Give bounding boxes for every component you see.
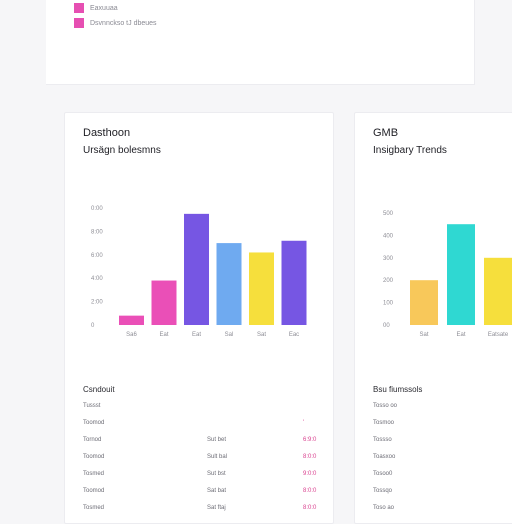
row-value-cell: Sut bet: [207, 437, 227, 443]
x-category-label: Eatsate: [488, 332, 509, 338]
right-bar-chart: 00 100 200 300 400 500 Sat Eat Eatsate: [383, 211, 512, 338]
table-row[interactable]: Tornod Sut bet 6:9:0: [83, 437, 317, 447]
row-name-cell: Tornod: [83, 437, 102, 443]
bar[interactable]: [410, 280, 438, 325]
card-subtitle: Insigbary Trends: [373, 145, 447, 156]
row-name-cell: Toomod: [83, 420, 105, 426]
table-row[interactable]: Toomod Sult bal 8:0:0: [83, 454, 317, 464]
table-row[interactable]: Toomod Sat bat 8:0:0: [83, 488, 317, 498]
bar[interactable]: [151, 280, 177, 325]
top-summary-card: Eaxuuaa Dsvnnckso tJ dbeues: [46, 0, 475, 85]
left-chart-card: Dasthoon Ursägn bolesmns 0 2:00 4:00 6:00 8:…: [64, 112, 334, 524]
card-subtitle: Ursägn bolesmns: [83, 145, 161, 156]
legend-label: Eaxuuaa: [90, 4, 118, 12]
row-time-cell: 8:0:0: [303, 454, 317, 460]
legend-item-2: Dsvnnckso tJ dbeues: [74, 18, 157, 28]
row-time-cell: 6:9:0: [303, 437, 317, 443]
row-name-cell: Tossso: [373, 437, 392, 443]
row-name-cell: Tussst: [83, 403, 101, 409]
y-tick-label: 00: [383, 323, 390, 329]
y-tick-label: 100: [383, 301, 394, 307]
row-name-cell: Tosmed: [83, 505, 105, 511]
x-category-label: Sat: [257, 332, 266, 338]
bar[interactable]: [216, 243, 242, 325]
table-row[interactable]: Tossqo: [373, 488, 512, 498]
left-bar-chart: 0 2:00 4:00 6:00 8:00 0:00 Sa6 Eat Eat Sal Sat Eac: [91, 206, 307, 338]
y-tick-label: 300: [383, 256, 394, 262]
table-row[interactable]: Tosmoo: [373, 420, 512, 430]
y-tick-label: 200: [383, 278, 394, 284]
x-category-label: Sa6: [126, 332, 137, 338]
y-tick-label: 2:00: [91, 300, 103, 306]
row-name-cell: Tosso oo: [373, 403, 398, 409]
table-row[interactable]: Tosmed Sat ftaj 8:0:0: [83, 505, 317, 515]
row-value-cell: Sut bst: [207, 471, 226, 477]
table-row[interactable]: Toasxoo: [373, 454, 512, 464]
row-name-cell: Tosoo0: [373, 471, 393, 477]
x-category-label: Eac: [289, 332, 299, 338]
x-category-label: Eat: [456, 332, 465, 338]
row-time-cell: 9:0:0: [303, 471, 317, 477]
table-title: Bsu fiumssols: [373, 385, 423, 394]
row-time-cell: 8:0:0: [303, 488, 317, 494]
row-time-cell: ': [303, 420, 305, 426]
legend-swatch: [74, 3, 84, 13]
table-row[interactable]: Tosoo0: [373, 471, 512, 481]
x-category-label: Sat: [419, 332, 428, 338]
x-category-label: Eat: [192, 332, 201, 338]
right-chart-card: GMB Insigbary Trends 00 100 200 300 400 500 Sa…: [354, 112, 512, 524]
row-value-cell: Sat bat: [207, 488, 227, 494]
table-row[interactable]: Tussst: [83, 403, 313, 413]
y-tick-label: 8:00: [91, 229, 103, 235]
row-name-cell: Toomod: [83, 454, 105, 460]
y-tick-label: 500: [383, 211, 394, 217]
y-tick-label: 6:00: [91, 253, 103, 259]
y-tick-label: 0: [91, 323, 95, 329]
table-row[interactable]: Toso ao: [373, 505, 512, 515]
bar[interactable]: [281, 240, 307, 325]
card-title: GMB: [373, 127, 399, 139]
row-name-cell: Tossqo: [373, 488, 393, 494]
card-title: Dasthoon: [83, 127, 131, 139]
table-row[interactable]: Tossso: [373, 437, 512, 447]
bar[interactable]: [249, 252, 274, 325]
row-time-cell: 8:0:0: [303, 505, 317, 511]
x-category-label: Eat: [159, 332, 168, 338]
table-row[interactable]: Tosmed Sut bst 9:0:0: [83, 471, 317, 481]
row-value-cell: Sat ftaj: [207, 505, 226, 511]
x-category-label: Sal: [225, 332, 234, 338]
row-name-cell: Toomod: [83, 488, 105, 494]
row-name-cell: Tosmoo: [373, 420, 395, 426]
table-title: Csndouit: [83, 385, 115, 394]
table-row[interactable]: Toomod ': [83, 420, 313, 430]
row-name-cell: Toasxoo: [373, 454, 396, 460]
row-name-cell: Toso ao: [373, 505, 395, 511]
y-tick-label: 0:00: [91, 206, 103, 212]
row-name-cell: Tosmed: [83, 471, 105, 477]
row-value-cell: Sult bal: [207, 454, 228, 460]
table-row[interactable]: Tosso oo: [373, 403, 512, 413]
bar[interactable]: [119, 315, 144, 325]
y-tick-label: 4:00: [91, 276, 103, 282]
y-tick-label: 400: [383, 233, 394, 239]
legend-item-1: Eaxuuaa: [74, 3, 118, 13]
legend-label: Dsvnnckso tJ dbeues: [90, 19, 157, 27]
bar[interactable]: [484, 257, 512, 325]
legend-swatch: [74, 18, 84, 28]
bar[interactable]: [184, 213, 209, 325]
bar[interactable]: [447, 224, 475, 325]
